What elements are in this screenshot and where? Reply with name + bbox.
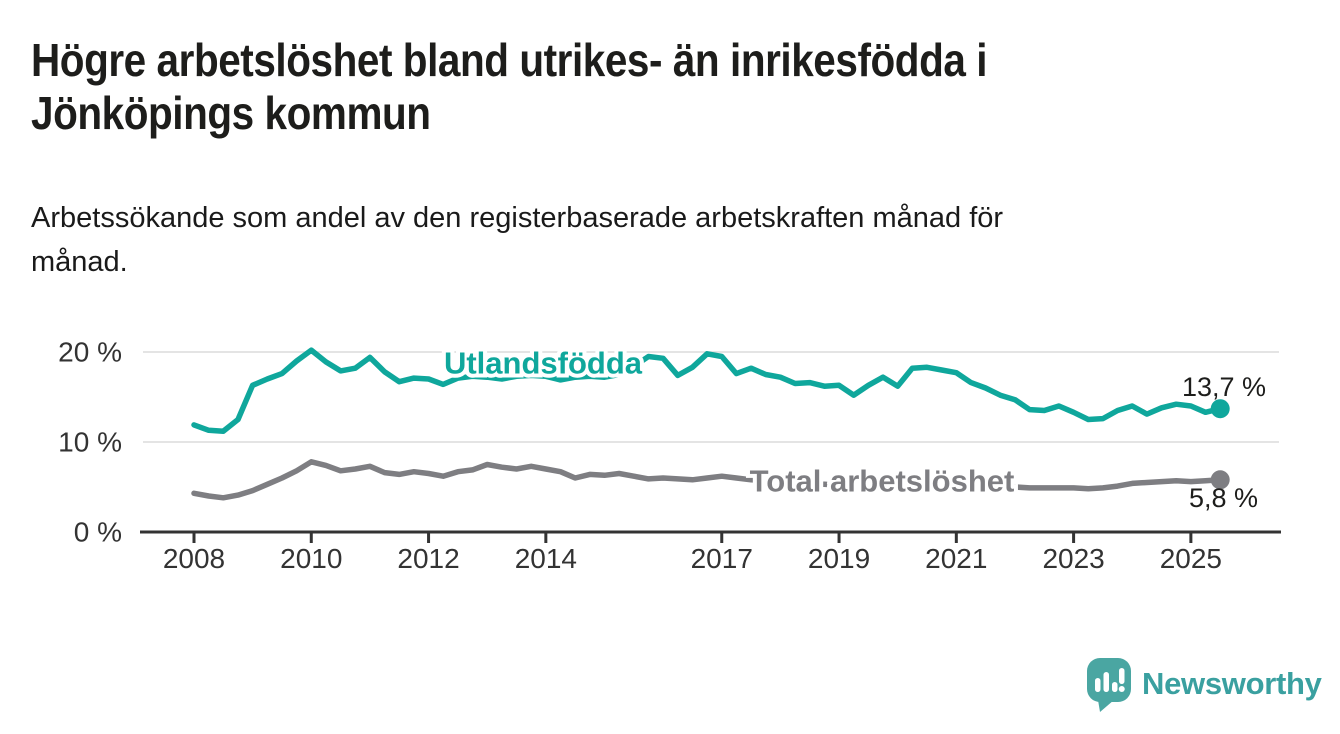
series-line-0 <box>191 347 1223 434</box>
x-tick-label: 2023 <box>1042 543 1104 574</box>
series-label-0: Utlandsfödda <box>444 346 643 381</box>
chart-subtitle: Arbetssökande som andel av den registerb… <box>31 196 1003 284</box>
x-tick-label: 2019 <box>808 543 870 574</box>
series-label-0: Utlandsfödda <box>444 346 643 381</box>
chart-subtitle-line-1: Arbetssökande som andel av den registerb… <box>31 202 1004 234</box>
chart-subtitle-line-2: månad. <box>31 246 128 278</box>
y-tick-label: 20 % <box>58 337 122 368</box>
x-tick-label: 2008 <box>163 543 225 574</box>
x-tick-label: 2021 <box>925 543 987 574</box>
series-line-1 <box>191 459 1223 501</box>
y-tick-label: 0 % <box>74 517 122 548</box>
series-end-dot-0 <box>1210 399 1230 419</box>
series-end-label-0: 13,7 % <box>1182 372 1266 402</box>
x-tick-label: 2014 <box>515 543 577 574</box>
series-end-label-1: 5,8 % <box>1189 483 1258 513</box>
page-title: Högre arbetslöshet bland utrikes- än inr… <box>31 34 1117 140</box>
series-end-dot-1 <box>1210 470 1230 490</box>
x-tick-label: 2025 <box>1160 543 1222 574</box>
newsworthy-logo[interactable]: Newsworthy <box>1086 656 1322 712</box>
series-label-1: Total arbetslöshet <box>750 464 1015 499</box>
page-title-line-1: Högre arbetslöshet bland utrikes- än inr… <box>31 34 988 86</box>
series-label-1: Total arbetslöshet <box>750 464 1015 499</box>
x-tick-label: 2010 <box>280 543 342 574</box>
y-tick-label: 10 % <box>58 427 122 458</box>
newsworthy-wordmark: Newsworthy <box>1142 666 1322 701</box>
page-title-line-2: Jönköpings kommun <box>31 87 431 139</box>
x-tick-label: 2017 <box>691 543 753 574</box>
newsworthy-bubble-icon <box>1087 658 1131 712</box>
x-tick-label: 2012 <box>397 543 459 574</box>
